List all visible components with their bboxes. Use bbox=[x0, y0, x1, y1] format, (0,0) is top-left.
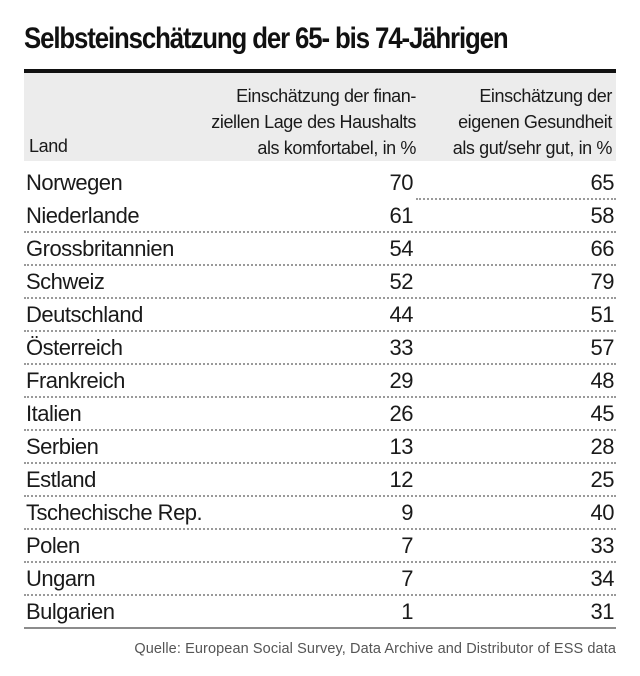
header-health-line: als gut/sehr gut, in % bbox=[452, 138, 613, 158]
financial-value: 1 bbox=[401, 599, 413, 624]
table-row: Frankreich 29 48 bbox=[24, 365, 616, 398]
country-name: Frankreich bbox=[26, 368, 125, 393]
header-financial-line: als komfortabel, in % bbox=[257, 138, 416, 158]
table-row: Österreich 33 57 bbox=[24, 332, 616, 365]
row-separator bbox=[24, 594, 616, 596]
source-note: Quelle: European Social Survey, Data Arc… bbox=[134, 641, 616, 657]
country-name: Italien bbox=[26, 401, 82, 426]
table-row: Italien 26 45 bbox=[24, 398, 616, 431]
row-separator bbox=[416, 198, 616, 200]
health-value: 33 bbox=[590, 533, 615, 558]
table-title: Selbsteinschätzung der 65- bis 74-Jährig… bbox=[24, 22, 509, 55]
country-name: Estland bbox=[26, 467, 96, 492]
health-value: 51 bbox=[590, 302, 615, 327]
table-row: Grossbritannien 54 66 bbox=[24, 233, 616, 266]
financial-value: 29 bbox=[389, 368, 414, 393]
row-separator bbox=[24, 297, 616, 299]
country-name: Tschechische Rep. bbox=[26, 500, 203, 525]
row-separator bbox=[24, 495, 616, 497]
header-financial-line: Einschätzung der finan- bbox=[236, 86, 416, 106]
row-separator bbox=[24, 429, 616, 431]
row-separator bbox=[24, 264, 616, 266]
table-row: Norwegen 70 65 bbox=[24, 167, 616, 200]
header-financial-line: ziellen Lage des Haushalts bbox=[211, 112, 416, 132]
table-row: Deutschland 44 51 bbox=[24, 299, 616, 332]
financial-value: 33 bbox=[389, 335, 414, 360]
health-value: 31 bbox=[590, 599, 615, 624]
country-name: Bulgarien bbox=[26, 599, 115, 624]
country-name: Niederlande bbox=[26, 203, 140, 228]
row-separator bbox=[24, 231, 616, 233]
financial-value: 7 bbox=[401, 566, 413, 591]
header-health: Einschätzung der eigenen Gesundheit als … bbox=[452, 83, 613, 161]
health-value: 28 bbox=[590, 434, 615, 459]
health-value: 45 bbox=[590, 401, 615, 426]
health-value: 79 bbox=[590, 269, 615, 294]
table-bottom-rule bbox=[24, 627, 616, 629]
health-value: 57 bbox=[590, 335, 615, 360]
financial-value: 13 bbox=[389, 434, 414, 459]
financial-value: 12 bbox=[389, 467, 414, 492]
health-value: 65 bbox=[590, 170, 615, 195]
row-separator bbox=[24, 363, 616, 365]
country-name: Grossbritannien bbox=[26, 236, 174, 261]
country-name: Serbien bbox=[26, 434, 99, 459]
table-body: Norwegen 70 65 Niederlande 61 58 Grossbritanni… bbox=[24, 167, 616, 629]
row-separator bbox=[24, 396, 616, 398]
row-separator bbox=[24, 561, 616, 563]
health-value: 25 bbox=[590, 467, 615, 492]
row-separator bbox=[24, 528, 616, 530]
country-name: Norwegen bbox=[26, 170, 123, 195]
table-row: Bulgarien 1 31 bbox=[24, 596, 616, 629]
row-separator bbox=[24, 330, 616, 332]
row-separator bbox=[24, 462, 616, 464]
country-name: Deutschland bbox=[26, 302, 143, 327]
financial-value: 44 bbox=[389, 302, 414, 327]
table-row: Ungarn 7 34 bbox=[24, 563, 616, 596]
health-value: 34 bbox=[590, 566, 615, 591]
country-name: Österreich bbox=[26, 335, 123, 360]
financial-value: 7 bbox=[401, 533, 413, 558]
title-rule bbox=[24, 69, 616, 73]
country-name: Ungarn bbox=[26, 566, 96, 591]
header-financial: Einschätzung der finan- ziellen Lage des… bbox=[211, 83, 416, 161]
table-row: Schweiz 52 79 bbox=[24, 266, 616, 299]
table-row: Estland 12 25 bbox=[24, 464, 616, 497]
country-name: Schweiz bbox=[26, 269, 105, 294]
health-value: 40 bbox=[590, 500, 615, 525]
financial-value: 61 bbox=[389, 203, 414, 228]
table-row: Serbien 13 28 bbox=[24, 431, 616, 464]
header-health-line: Einschätzung der bbox=[479, 86, 612, 106]
table-row: Polen 7 33 bbox=[24, 530, 616, 563]
country-name: Polen bbox=[26, 533, 80, 558]
financial-value: 9 bbox=[401, 500, 413, 525]
health-value: 66 bbox=[590, 236, 615, 261]
header-land: Land bbox=[29, 136, 68, 156]
financial-value: 70 bbox=[389, 170, 414, 195]
financial-value: 52 bbox=[389, 269, 414, 294]
financial-value: 26 bbox=[389, 401, 414, 426]
table-header: Land Einschätzung der finan- ziellen Lag… bbox=[24, 73, 616, 161]
table-row: Tschechische Rep. 9 40 bbox=[24, 497, 616, 530]
health-value: 58 bbox=[590, 203, 615, 228]
financial-value: 54 bbox=[389, 236, 414, 261]
health-value: 48 bbox=[590, 368, 615, 393]
table-row: Niederlande 61 58 bbox=[24, 200, 616, 233]
header-health-line: eigenen Gesundheit bbox=[458, 112, 612, 132]
